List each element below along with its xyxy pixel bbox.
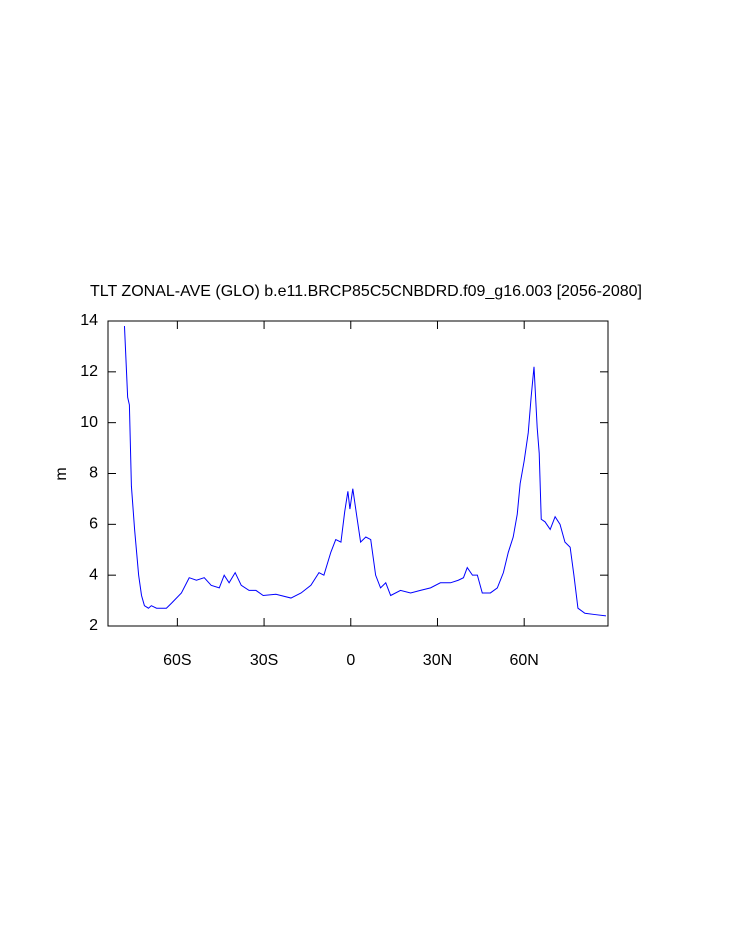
y-tick-label: 8: [89, 465, 98, 482]
y-axis-label: m: [53, 467, 70, 480]
x-tick-label: 0: [346, 652, 355, 669]
plot-frame: [107, 320, 609, 627]
chart-title: TLT ZONAL-AVE (GLO) b.e11.BRCP85C5CNBDRD…: [90, 283, 642, 300]
y-tick-label: 14: [80, 312, 98, 329]
y-tick-label: 2: [89, 617, 98, 634]
y-tick-label: 10: [80, 414, 98, 431]
x-tick-label: 30S: [250, 652, 278, 669]
y-tick-label: 12: [80, 363, 98, 380]
x-tick-label: 30N: [423, 652, 452, 669]
y-tick-label: 6: [89, 516, 98, 533]
y-tick-label: 4: [89, 566, 98, 583]
x-tick-label: 60S: [163, 652, 191, 669]
data-line: [123, 326, 607, 617]
x-tick-label: 60N: [510, 652, 539, 669]
